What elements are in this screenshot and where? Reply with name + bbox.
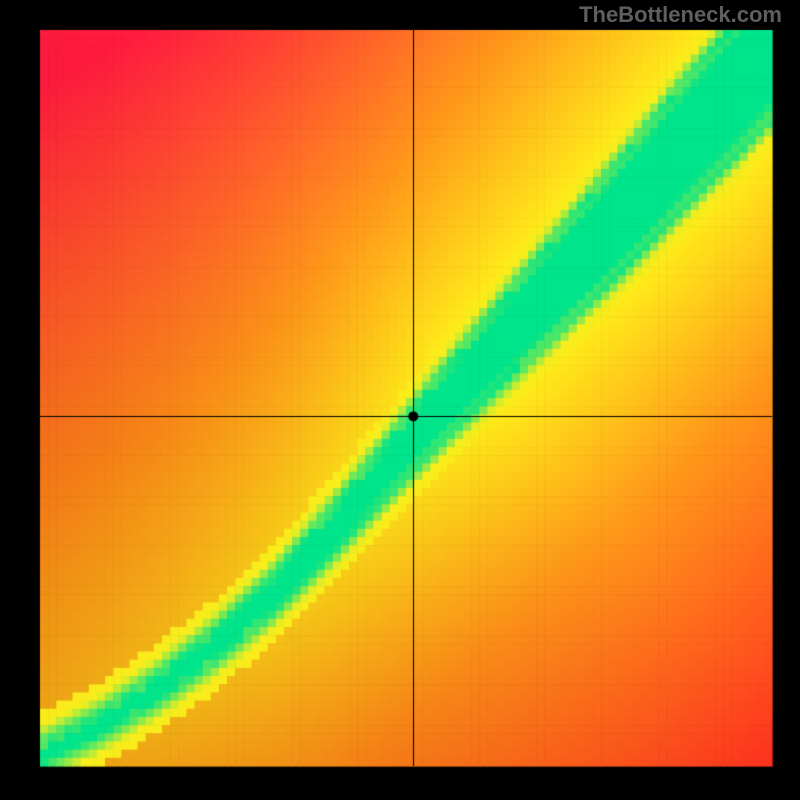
- watermark-text: TheBottleneck.com: [579, 2, 782, 28]
- chart-container: TheBottleneck.com: [0, 0, 800, 800]
- heatmap-canvas: [0, 0, 800, 800]
